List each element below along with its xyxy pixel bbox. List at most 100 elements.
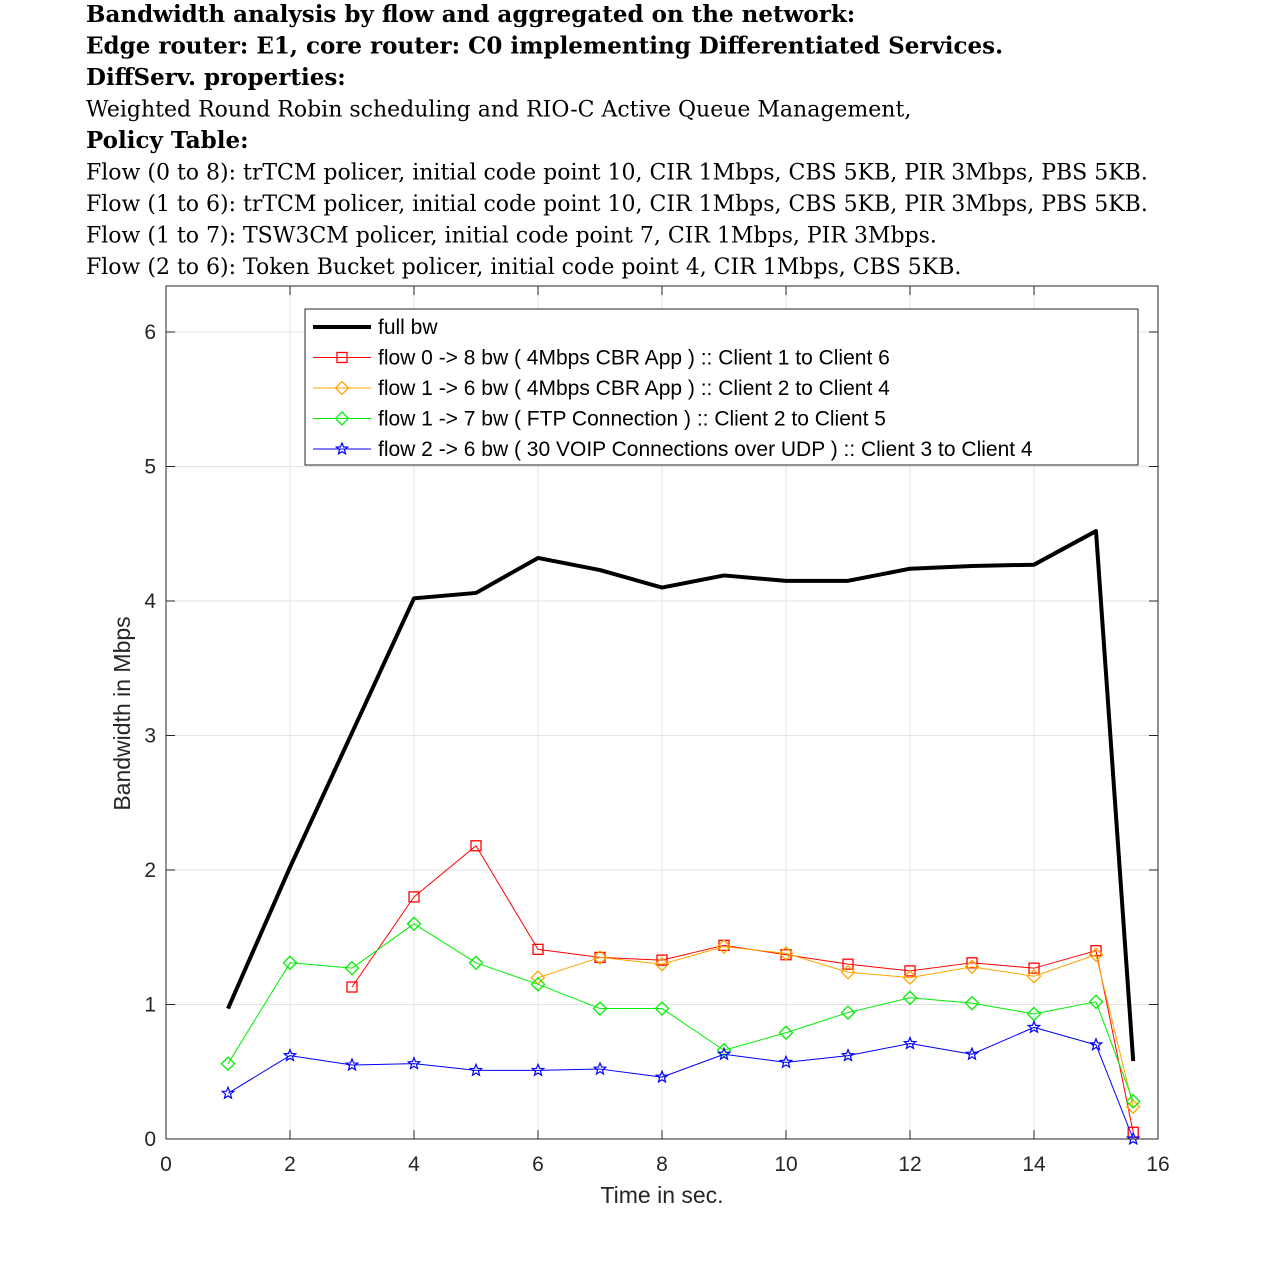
y-axis-label: Bandwidth in Mbps [109, 616, 135, 810]
data-point [1088, 994, 1104, 1010]
title-line-7: Flow (1 to 7): TSW3CM policer, initial c… [86, 224, 937, 249]
data-point [408, 891, 420, 903]
data-point [592, 1061, 608, 1076]
legend-item: full bw [313, 316, 438, 339]
legend-label: flow 1 -> 6 bw ( 4Mbps CBR App ) :: Clie… [378, 377, 890, 400]
legend-item: flow 1 -> 6 bw ( 4Mbps CBR App ) :: Clie… [313, 377, 890, 400]
y-tick-label: 4 [144, 590, 156, 613]
data-point [1088, 1037, 1104, 1052]
x-tick-label: 8 [656, 1153, 668, 1176]
data-point [1026, 968, 1042, 984]
x-tick-label: 14 [1022, 1153, 1046, 1176]
x-tick-label: 2 [284, 1153, 296, 1176]
legend-item: flow 2 -> 6 bw ( 30 VOIP Connections ove… [313, 438, 1033, 461]
data-point [594, 951, 606, 964]
data-point [902, 970, 918, 986]
data-point [1127, 1126, 1139, 1138]
title-line-5: Flow (0 to 8): trTCM policer, initial co… [86, 161, 1148, 186]
chart-title-block: Bandwidth analysis by flow and aggregate… [86, 1, 1148, 280]
data-point [964, 959, 980, 975]
data-point [902, 990, 918, 1006]
data-point [346, 981, 358, 993]
legend-item: flow 0 -> 8 bw ( 4Mbps CBR App ) :: Clie… [313, 347, 890, 370]
data-point [592, 950, 608, 965]
data-point [282, 1047, 298, 1062]
data-point [840, 964, 856, 980]
series-line [537, 946, 1134, 1107]
data-point [344, 960, 360, 976]
data-point [1028, 962, 1040, 974]
data-point [1088, 947, 1104, 963]
series-line [227, 923, 1134, 1102]
legend: full bw flow 0 -> 8 bw ( 4Mbps CBR App ) … [304, 308, 1139, 466]
title-line-8: Flow (2 to 6): Token Bucket policer, ini… [86, 255, 961, 280]
y-tick-label: 3 [144, 725, 156, 748]
data-point [902, 1035, 918, 1050]
data-point [654, 1069, 670, 1084]
data-point [530, 1062, 546, 1077]
title-line-4: Policy Table: [86, 127, 249, 154]
data-point [716, 1046, 732, 1061]
legend-marker [334, 411, 350, 426]
legend-label: flow 0 -> 8 bw ( 4Mbps CBR App ) :: Clie… [378, 347, 890, 370]
data-point [778, 1025, 794, 1041]
y-tick-label: 0 [144, 1128, 156, 1151]
data-point [1026, 1019, 1042, 1034]
series-0 [226, 529, 1136, 1062]
data-point [654, 956, 670, 972]
data-point [468, 1062, 484, 1077]
data-point [904, 965, 916, 977]
series-4 [220, 1019, 1141, 1146]
legend-label: flow 2 -> 6 bw ( 30 VOIP Connections ove… [378, 438, 1033, 461]
legend-marker [334, 380, 350, 396]
x-tick-label: 6 [532, 1153, 544, 1176]
data-point [716, 939, 732, 955]
data-point [966, 957, 978, 969]
x-tick-label: 4 [408, 1153, 420, 1176]
x-tick-label: 12 [898, 1153, 921, 1176]
data-point [840, 1005, 856, 1020]
data-point [1125, 1099, 1141, 1115]
data-point [344, 1057, 360, 1072]
y-tick-label: 5 [144, 456, 156, 479]
data-point [654, 1001, 670, 1016]
series-line [227, 1026, 1134, 1140]
data-point [656, 954, 668, 966]
y-tick-label: 6 [144, 321, 156, 344]
data-point [840, 1047, 856, 1062]
data-point [842, 958, 854, 970]
y-tick-label: 1 [144, 994, 156, 1017]
legend-marker [336, 351, 348, 364]
title-line-1: Edge router: E1, core router: C0 impleme… [86, 33, 1003, 60]
title-line-3: Weighted Round Robin scheduling and RIO-… [86, 98, 911, 123]
data-point [530, 976, 546, 992]
x-tick-label: 0 [160, 1153, 172, 1176]
legend-marker [334, 441, 350, 456]
legend-item: flow 1 -> 7 bw ( FTP Connection ) :: Cli… [313, 408, 886, 431]
x-tick-label: 10 [774, 1153, 797, 1176]
series-line [226, 529, 1136, 1062]
data-point [964, 1046, 980, 1061]
data-point [1125, 1093, 1141, 1109]
title-line-0: Bandwidth analysis by flow and aggregate… [86, 1, 855, 28]
data-point [406, 1056, 422, 1070]
data-point [282, 955, 298, 971]
legend-label: full bw [378, 316, 438, 339]
legend-label: flow 1 -> 7 bw ( FTP Connection ) :: Cli… [378, 408, 886, 431]
data-point [220, 1056, 236, 1072]
data-point [592, 1001, 608, 1016]
series-layer [220, 529, 1141, 1146]
data-point [468, 955, 484, 971]
title-line-2: DiffServ. properties: [86, 64, 346, 91]
title-line-6: Flow (1 to 6): trTCM policer, initial co… [86, 192, 1148, 217]
y-tick-label: 2 [144, 859, 156, 882]
data-point [532, 943, 544, 956]
data-point [470, 840, 482, 852]
x-axis-label: Time in sec. [600, 1182, 723, 1208]
legend-box [304, 308, 1139, 466]
data-point [220, 1085, 236, 1100]
x-tick-label: 16 [1146, 1153, 1169, 1176]
data-point [406, 916, 422, 932]
